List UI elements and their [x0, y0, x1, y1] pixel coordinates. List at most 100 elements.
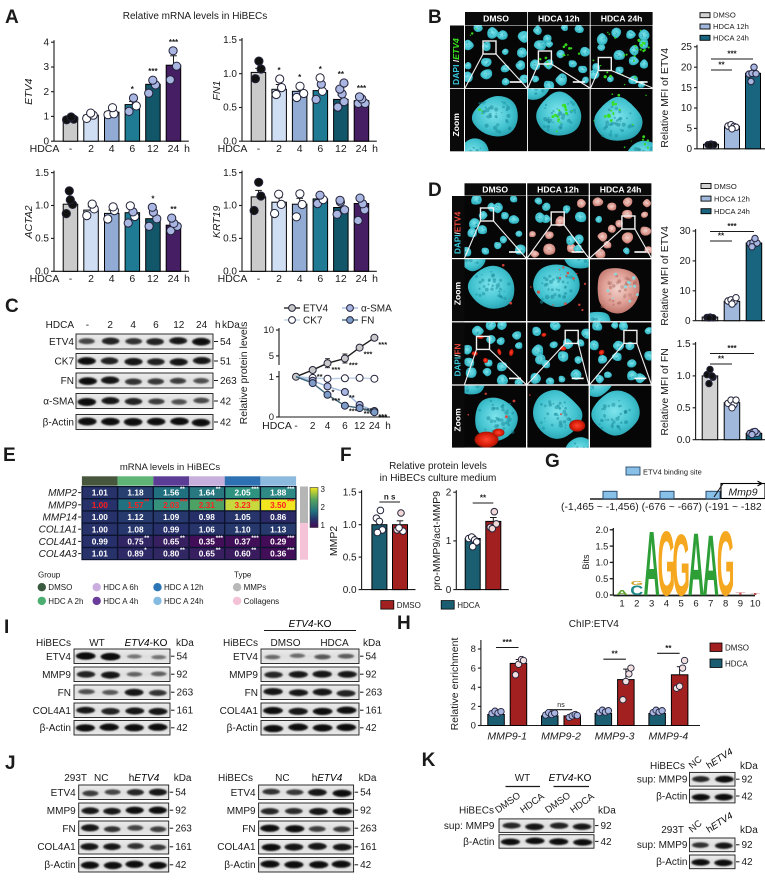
svg-text:92: 92 [366, 670, 378, 681]
svg-text:sup: MMP9: sup: MMP9 [637, 775, 688, 786]
svg-text:0.37: 0.37 [235, 537, 252, 547]
svg-text:***: *** [251, 535, 259, 542]
svg-text:MMP14: MMP14 [43, 513, 78, 524]
svg-text:***: *** [378, 412, 387, 421]
svg-text:1.5: 1.5 [677, 339, 691, 350]
svg-text:FN: FN [58, 688, 71, 699]
svg-text:92: 92 [742, 840, 754, 851]
svg-text:24: 24 [168, 273, 180, 285]
svg-text:92: 92 [601, 821, 613, 832]
svg-text:263: 263 [366, 688, 383, 699]
svg-text:CK7: CK7 [55, 357, 75, 368]
svg-text:1.00: 1.00 [92, 512, 109, 522]
svg-text:0: 0 [471, 721, 476, 732]
svg-text:**: ** [216, 547, 221, 554]
svg-text:h: h [372, 143, 378, 155]
svg-text:5: 5 [679, 599, 684, 610]
svg-text:NC: NC [687, 754, 705, 771]
svg-text:0.35: 0.35 [199, 537, 216, 547]
svg-text:COL4A1: COL4A1 [217, 842, 256, 853]
svg-text:2: 2 [321, 503, 326, 512]
svg-text:FN: FN [361, 316, 374, 327]
svg-text:***: *** [287, 486, 295, 493]
svg-text:K: K [422, 750, 436, 771]
svg-text:Mmp9: Mmp9 [728, 487, 757, 499]
svg-text:0: 0 [43, 136, 49, 147]
svg-text:1.13: 1.13 [270, 524, 287, 534]
svg-text:0.80: 0.80 [163, 549, 180, 559]
svg-text:2: 2 [43, 87, 49, 98]
svg-text:Relative protein levels: Relative protein levels [389, 461, 487, 472]
svg-text:1.18: 1.18 [127, 488, 144, 498]
svg-text:5: 5 [269, 351, 274, 362]
svg-text:2: 2 [88, 143, 94, 155]
svg-text:E: E [3, 445, 16, 466]
svg-text:HiBECs: HiBECs [36, 638, 71, 649]
svg-text:10: 10 [681, 103, 693, 114]
svg-text:Bits: Bits [581, 554, 591, 570]
svg-text:2.03: 2.03 [163, 500, 180, 510]
svg-text:1.01: 1.01 [92, 488, 109, 498]
svg-text:α-SMA: α-SMA [361, 304, 392, 315]
svg-text:2: 2 [471, 702, 476, 713]
svg-text:0.98: 0.98 [199, 512, 216, 522]
svg-text:1.5: 1.5 [223, 168, 237, 179]
svg-text:3: 3 [321, 485, 326, 494]
svg-text:0.0: 0.0 [596, 590, 609, 600]
svg-text:54: 54 [175, 788, 187, 799]
svg-text:2: 2 [88, 273, 94, 285]
svg-text:*: * [298, 73, 302, 82]
svg-text:HiBECs: HiBECs [650, 761, 685, 772]
svg-text:MMP9-4: MMP9-4 [649, 731, 689, 743]
svg-text:***: *** [378, 340, 387, 349]
svg-text:1.5: 1.5 [596, 541, 609, 551]
svg-text:42: 42 [177, 723, 189, 734]
svg-text:ETV4: ETV4 [231, 788, 256, 799]
svg-text:-: - [257, 143, 261, 155]
svg-text:4: 4 [43, 37, 49, 48]
svg-text:0.86: 0.86 [270, 512, 287, 522]
svg-text:Relative mRNA levels in HiBECs: Relative mRNA levels in HiBECs [123, 11, 268, 22]
svg-text:5: 5 [686, 124, 692, 135]
svg-text:DMSO: DMSO [271, 638, 301, 649]
svg-text:42: 42 [220, 396, 232, 407]
svg-text:54: 54 [366, 652, 378, 663]
svg-text:293T: 293T [661, 825, 684, 836]
svg-text:Group: Group [38, 571, 61, 580]
svg-text:42: 42 [220, 417, 232, 428]
svg-text:G: G [545, 451, 560, 472]
svg-text:HDCA 12h: HDCA 12h [714, 194, 750, 203]
svg-text:DMSO: DMSO [493, 790, 523, 816]
svg-text:HDCA 24h: HDCA 24h [713, 33, 749, 42]
svg-text:-: - [69, 273, 73, 285]
svg-text:A: A [643, 514, 659, 616]
svg-text:42: 42 [360, 860, 372, 871]
svg-text:MMPs: MMPs [244, 583, 267, 592]
svg-text:-: - [69, 143, 73, 155]
svg-text:β-Actin: β-Actin [656, 791, 687, 802]
svg-text:42: 42 [742, 791, 754, 802]
svg-text:I: I [4, 617, 9, 638]
svg-text:0.60: 0.60 [235, 549, 252, 559]
svg-text:HDCA: HDCA [218, 143, 248, 155]
svg-text:0.89: 0.89 [127, 549, 144, 559]
svg-text:263: 263 [220, 376, 237, 387]
svg-text:DMSO: DMSO [714, 182, 737, 191]
svg-text:J: J [5, 753, 16, 774]
svg-text:**: ** [180, 547, 185, 554]
svg-text:0.65: 0.65 [199, 549, 216, 559]
svg-text:-: - [294, 421, 297, 432]
svg-text:HDCA 24h: HDCA 24h [601, 14, 643, 24]
svg-text:1.0: 1.0 [677, 371, 691, 382]
svg-text:hETV4: hETV4 [129, 773, 160, 784]
svg-text:***: *** [216, 498, 224, 505]
svg-text:2: 2 [107, 320, 113, 331]
svg-text:*: * [278, 66, 282, 75]
svg-text:***: *** [332, 365, 341, 374]
svg-text:30: 30 [679, 226, 691, 237]
svg-text:***: *** [727, 344, 737, 353]
svg-text:hETV4: hETV4 [312, 773, 343, 784]
svg-text:HDC A 24h: HDC A 24h [164, 597, 204, 606]
svg-text:kDa: kDa [174, 773, 192, 784]
svg-text:MMP9: MMP9 [227, 806, 256, 817]
